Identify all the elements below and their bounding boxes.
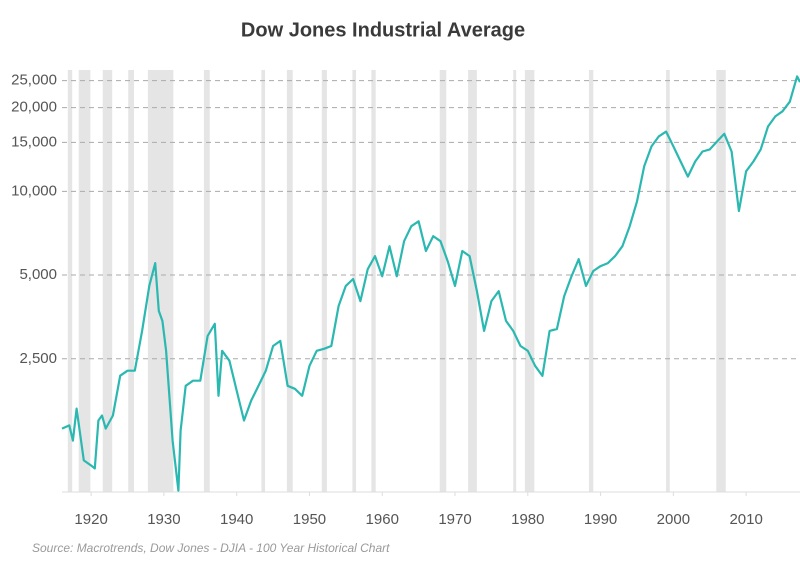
recession-band	[147, 70, 174, 492]
recession-band	[78, 70, 91, 492]
recession-band	[261, 70, 266, 492]
recession-band	[588, 70, 594, 492]
y-tick-label: 10,000	[11, 182, 57, 199]
recession-band	[468, 70, 477, 492]
recession-band	[439, 70, 447, 492]
recession-band	[524, 70, 535, 492]
recession-band	[203, 70, 210, 492]
chart-title: Dow Jones Industrial Average	[241, 19, 525, 41]
x-tick-label: 2000	[657, 511, 690, 528]
recession-band	[716, 70, 726, 492]
x-tick-label: 1950	[293, 511, 326, 528]
x-tick-label: 1980	[511, 511, 544, 528]
x-tick-label: 1970	[438, 511, 471, 528]
source-note: Source: Macrotrends, Dow Jones - DJIA - …	[32, 541, 390, 555]
y-tick-label: 15,000	[11, 133, 57, 150]
recession-band	[102, 70, 113, 492]
recession-band	[67, 70, 73, 492]
x-tick-label: 2010	[729, 511, 762, 528]
recession-band	[666, 70, 670, 492]
recession-band	[286, 70, 293, 492]
recession-band	[513, 70, 517, 492]
x-tick-label: 1920	[74, 511, 107, 528]
recession-band	[128, 70, 135, 492]
y-tick-label: 25,000	[11, 72, 57, 89]
y-tick-label: 20,000	[11, 99, 57, 116]
y-tick-label: 5,000	[19, 266, 57, 283]
x-tick-label: 1990	[584, 511, 617, 528]
x-tick-label: 1940	[220, 511, 253, 528]
recession-band	[371, 70, 376, 492]
x-tick-label: 1960	[366, 511, 399, 528]
recession-band	[321, 70, 327, 492]
y-tick-label: 2,500	[19, 350, 57, 367]
x-tick-label: 1930	[147, 511, 180, 528]
index-line	[61, 75, 800, 492]
